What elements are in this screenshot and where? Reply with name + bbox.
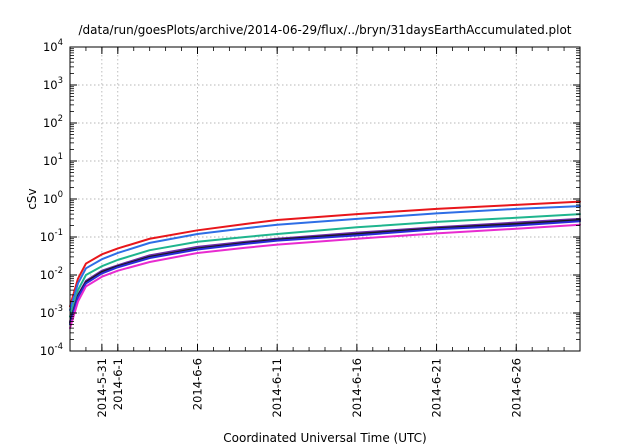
y-tick-label: 102 xyxy=(43,114,63,130)
series-line-2 xyxy=(69,205,581,311)
series-line-3 xyxy=(69,213,581,318)
y-tick-label: 10-1 xyxy=(40,228,63,244)
series-group xyxy=(69,200,581,330)
x-tick-label: 2014-6-11 xyxy=(270,358,284,418)
x-tick-label: 2014-6-21 xyxy=(430,358,444,418)
y-tick-label: 10-2 xyxy=(40,266,63,282)
x-tick-label: 2014-6-6 xyxy=(191,358,205,410)
series-line-5 xyxy=(69,219,581,324)
x-tick-label: 2014-6-1 xyxy=(111,358,125,410)
chart-title: /data/run/goesPlots/archive/2014-06-29/f… xyxy=(78,23,571,37)
y-tick-label: 100 xyxy=(43,190,63,206)
y-tick-label: 10-4 xyxy=(40,342,63,358)
y-tick-label: 101 xyxy=(43,152,63,168)
y-tick-label: 103 xyxy=(43,76,63,92)
x-tick-label: 2014-6-16 xyxy=(350,358,364,418)
series-line-6 xyxy=(69,220,581,326)
y-axis: 10-4 10-3 10-2 10-1 100 101 102 103 104 xyxy=(40,38,580,358)
x-tick-label: 2014-6-26 xyxy=(509,358,523,418)
x-axis: 2014-5-31 2014-6-1 2014-6-6 2014-6-11 2014-6… xyxy=(69,47,581,418)
x-tick-label: 2014-5-31 xyxy=(95,358,109,418)
y-tick-label: 104 xyxy=(43,38,63,54)
series-line-4 xyxy=(69,217,581,323)
series-line-7 xyxy=(69,223,581,330)
grid xyxy=(70,47,580,351)
x-axis-label: Coordinated Universal Time (UTC) xyxy=(223,431,426,445)
y-tick-label: 10-3 xyxy=(40,304,63,320)
y-axis-label: cSv xyxy=(25,188,39,209)
series-line-1 xyxy=(69,200,581,308)
